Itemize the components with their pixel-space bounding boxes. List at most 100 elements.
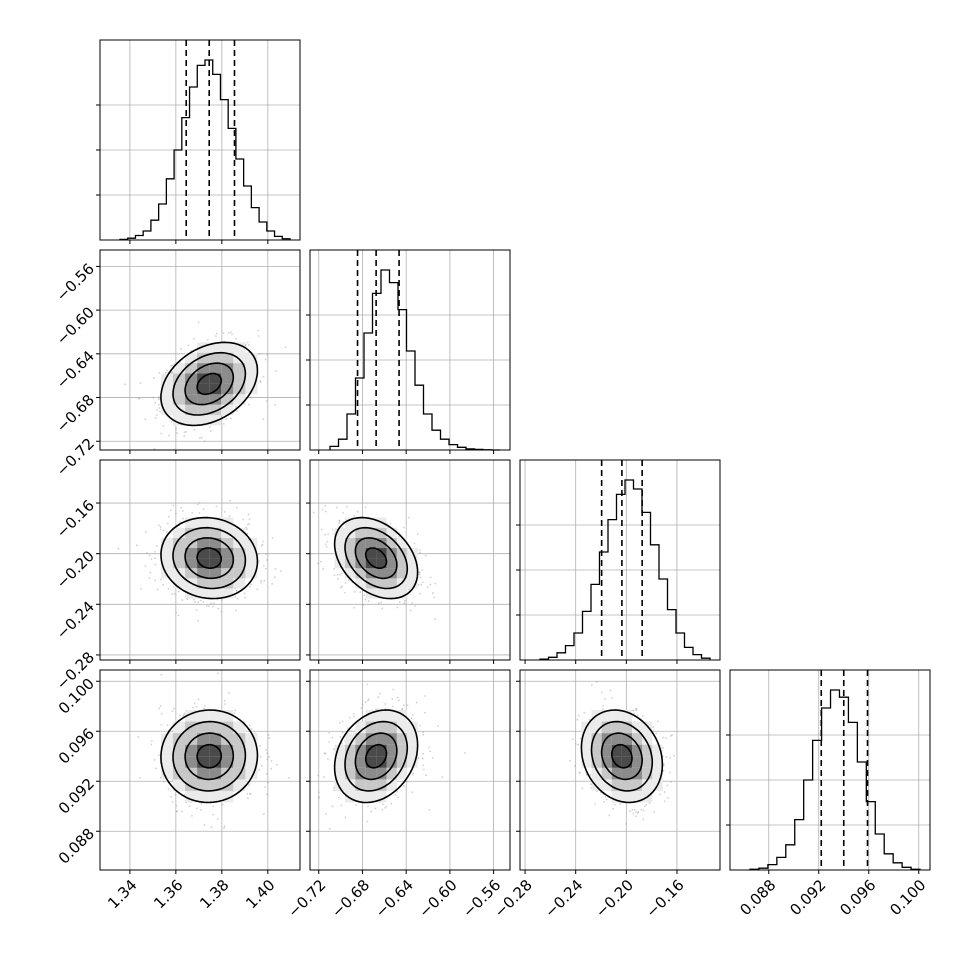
scatter-point bbox=[150, 743, 153, 746]
density-cell bbox=[601, 767, 612, 780]
density-cell bbox=[197, 373, 210, 384]
contour-line bbox=[364, 547, 388, 569]
scatter-point bbox=[196, 503, 199, 506]
scatter-point bbox=[154, 563, 157, 566]
scatter-point bbox=[381, 607, 384, 610]
density-cell bbox=[334, 537, 345, 548]
scatter-point bbox=[227, 332, 230, 334]
scatter-point bbox=[215, 505, 218, 508]
scatter-point bbox=[139, 381, 142, 384]
scatter-point bbox=[173, 593, 176, 595]
scatter-point bbox=[154, 550, 156, 553]
scatter-point bbox=[662, 736, 665, 739]
scatter-point bbox=[665, 755, 668, 758]
scatter-point bbox=[361, 703, 364, 706]
density-cell bbox=[221, 537, 234, 548]
scatter-point bbox=[613, 803, 616, 806]
contour-line bbox=[184, 732, 235, 781]
density-cell bbox=[386, 537, 397, 548]
scatter-point bbox=[140, 587, 142, 590]
scatter-point bbox=[417, 583, 420, 586]
scatter-point bbox=[159, 528, 162, 531]
density-cell bbox=[632, 790, 643, 803]
y-tick-label: −0.72 bbox=[53, 435, 98, 480]
scatter-point bbox=[181, 599, 184, 602]
scatter-point bbox=[124, 383, 127, 386]
density-cell bbox=[209, 578, 222, 589]
scatter-point bbox=[603, 698, 606, 700]
density-cell bbox=[233, 394, 246, 405]
y-tick-label: −0.68 bbox=[53, 391, 98, 436]
density-cell bbox=[355, 733, 366, 745]
density-cell bbox=[160, 756, 173, 768]
scatter-point bbox=[417, 757, 420, 759]
density-cell bbox=[355, 790, 366, 803]
contour-line bbox=[364, 743, 388, 769]
density-cell bbox=[185, 394, 198, 405]
density-cell bbox=[233, 527, 246, 538]
density-cell bbox=[172, 404, 186, 416]
scatter-point bbox=[270, 760, 273, 762]
scatter-point bbox=[364, 598, 367, 601]
density-cell bbox=[365, 558, 377, 569]
density-cell bbox=[642, 779, 653, 791]
density-cell bbox=[185, 383, 198, 395]
density-cell bbox=[652, 756, 663, 768]
density-cell bbox=[233, 342, 246, 353]
contour-line bbox=[160, 709, 259, 804]
scatter-point bbox=[376, 708, 379, 711]
scatter-point bbox=[148, 554, 151, 557]
scatter-point bbox=[154, 579, 157, 582]
scatter-point bbox=[362, 604, 365, 606]
scatter-point bbox=[671, 734, 674, 736]
scatter-point bbox=[236, 410, 238, 413]
scatter-point bbox=[138, 397, 141, 400]
scatter-point bbox=[191, 511, 194, 514]
scatter-point bbox=[264, 786, 266, 789]
scatter-point bbox=[236, 597, 239, 600]
scatter-point bbox=[268, 737, 271, 740]
scatter-point bbox=[339, 574, 341, 576]
scatter-point bbox=[235, 406, 238, 408]
scatter-point bbox=[590, 684, 593, 686]
density-cell bbox=[376, 537, 387, 548]
scatter-point bbox=[389, 523, 392, 525]
scatter-point bbox=[575, 743, 577, 745]
scatter-point bbox=[175, 805, 178, 807]
scatter-point bbox=[279, 570, 282, 573]
density-cell bbox=[197, 756, 210, 768]
scatter-point bbox=[374, 807, 377, 810]
scatter-point bbox=[210, 826, 213, 829]
scatter-point bbox=[370, 810, 372, 813]
density-cell bbox=[386, 779, 397, 791]
density-cell bbox=[611, 721, 622, 734]
density-cell bbox=[221, 588, 234, 599]
scatter-point bbox=[154, 417, 157, 419]
density-cell bbox=[172, 363, 186, 374]
scatter-point bbox=[248, 792, 251, 795]
density-cell bbox=[172, 394, 186, 405]
scatter-point bbox=[411, 791, 414, 794]
scatter-point bbox=[418, 571, 421, 573]
scatter-point bbox=[263, 579, 266, 582]
scatter-point bbox=[419, 576, 422, 579]
scatter-point bbox=[166, 724, 169, 727]
scatter-point bbox=[170, 795, 172, 798]
scatter-point bbox=[433, 618, 436, 621]
density-cell bbox=[197, 588, 210, 599]
density-cell bbox=[386, 578, 397, 589]
density-cell bbox=[396, 537, 408, 548]
panel-frame bbox=[309, 249, 511, 451]
density-cell bbox=[185, 790, 198, 803]
density-cell bbox=[355, 558, 366, 569]
scatter-point bbox=[665, 737, 667, 739]
scatter-point bbox=[401, 708, 403, 711]
density-cell bbox=[233, 721, 246, 734]
scatter-point bbox=[257, 335, 260, 337]
density-cell bbox=[185, 767, 198, 780]
scatter-point bbox=[155, 414, 158, 416]
contour-line bbox=[184, 362, 235, 406]
scatter-point bbox=[137, 397, 140, 400]
density-cell bbox=[197, 527, 210, 538]
density-cell bbox=[365, 517, 377, 528]
